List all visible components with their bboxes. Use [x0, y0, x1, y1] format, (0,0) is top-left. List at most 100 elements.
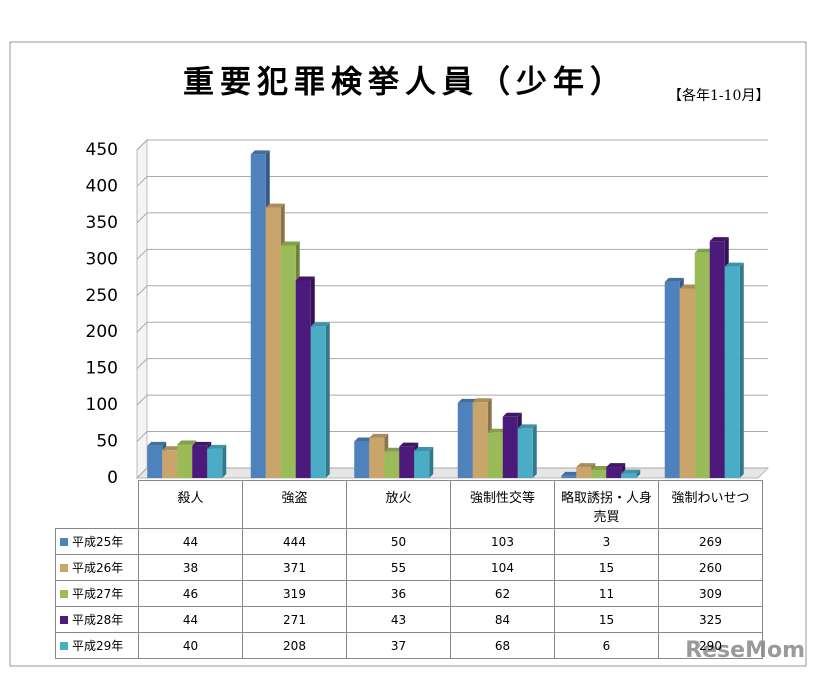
- legend-swatch: [60, 642, 68, 650]
- bar: [369, 437, 385, 478]
- bar: [310, 326, 326, 478]
- bar-top: [709, 237, 729, 242]
- table-row: 平成25年 44 444 50 103 3 269: [55, 528, 763, 555]
- y-tick-label: 100: [86, 395, 118, 415]
- value-cell: 68: [450, 632, 555, 659]
- legend-swatch: [60, 590, 68, 598]
- bar: [265, 207, 281, 479]
- bar-top: [472, 398, 492, 403]
- y-tick-label: 150: [86, 359, 118, 379]
- y-tick-label: 300: [86, 249, 118, 269]
- value-cell: 371: [242, 554, 347, 581]
- y-tick-label: 250: [86, 286, 118, 306]
- y-tick-label: 0: [107, 468, 118, 488]
- grid-line: [136, 467, 768, 479]
- value-cell: 44: [138, 606, 243, 633]
- value-cell: 208: [242, 632, 347, 659]
- x-tick-label: 強制性交等: [450, 480, 555, 529]
- grid-line: [136, 285, 768, 297]
- table-row: 平成29年 40 208 37 68 6 290: [55, 632, 763, 659]
- value-cell: 55: [346, 554, 451, 581]
- bar-top: [207, 444, 227, 449]
- x-tick-label: 放火: [346, 480, 451, 529]
- table-header-row: 殺人 強盗 放火 強制性交等 略取誘拐・人身売買 強制わいせつ: [56, 480, 763, 529]
- grid-line: [136, 248, 768, 260]
- value-cell: 325: [658, 606, 763, 633]
- bar-top: [664, 277, 684, 282]
- value-cell: 319: [242, 580, 347, 607]
- bar: [399, 446, 415, 478]
- value-cell: 104: [450, 554, 555, 581]
- y-tick-label: 50: [96, 432, 118, 452]
- bar-top: [606, 463, 626, 468]
- bar-side: [532, 424, 537, 478]
- value-cell: 43: [346, 606, 451, 633]
- legend-entry: 平成27年: [55, 580, 139, 607]
- legend-swatch: [60, 616, 68, 624]
- bar-top: [192, 441, 212, 446]
- bar-top: [399, 442, 419, 447]
- bar-side: [636, 469, 641, 478]
- bar: [280, 245, 296, 478]
- value-cell: 15: [554, 554, 659, 581]
- bar: [384, 451, 400, 478]
- bar-top: [414, 447, 434, 452]
- value-cell: 444: [242, 528, 347, 555]
- bar-side: [325, 322, 330, 478]
- bar: [606, 467, 622, 478]
- grid-line: [136, 358, 768, 370]
- table-row: 平成26年 38 371 55 104 15 260: [55, 554, 763, 581]
- bar-top: [517, 424, 537, 429]
- bar: [679, 288, 695, 478]
- value-cell: 271: [242, 606, 347, 633]
- bar: [561, 475, 577, 478]
- bar-top: [310, 322, 330, 327]
- bar-top: [561, 471, 581, 476]
- value-cell: 103: [450, 528, 555, 555]
- grid-line: [136, 394, 768, 406]
- legend-label: 平成29年: [72, 639, 124, 653]
- bar: [472, 402, 488, 478]
- bar-top: [694, 248, 714, 253]
- bar-top: [369, 433, 389, 438]
- bar-top: [591, 465, 611, 470]
- bar: [457, 402, 473, 478]
- bar-top: [250, 150, 270, 155]
- bar: [591, 469, 607, 478]
- legend-swatch: [60, 564, 68, 572]
- y-tick-label: 350: [86, 213, 118, 233]
- value-cell: 309: [658, 580, 763, 607]
- bar-top: [280, 241, 300, 246]
- bar: [177, 444, 193, 478]
- bar: [354, 441, 370, 478]
- value-cell: 36: [346, 580, 451, 607]
- value-cell: 37: [346, 632, 451, 659]
- back-wall: [136, 138, 148, 480]
- bar-side: [222, 444, 227, 478]
- legend-entry: 平成29年: [55, 632, 139, 659]
- bar-side: [429, 447, 434, 478]
- bar: [147, 445, 163, 478]
- bar-top: [457, 398, 477, 403]
- bar: [295, 280, 311, 478]
- bar: [414, 451, 430, 478]
- bar-top: [384, 447, 404, 452]
- bar-top: [354, 437, 374, 442]
- x-tick-label: 強盗: [242, 480, 347, 529]
- bar: [694, 252, 710, 478]
- value-cell: 84: [450, 606, 555, 633]
- y-tick-label: 200: [86, 322, 118, 342]
- value-cell: 62: [450, 580, 555, 607]
- legend-swatch: [60, 538, 68, 546]
- value-cell: 44: [138, 528, 243, 555]
- bar-top: [621, 469, 641, 474]
- table-row: 平成27年 46 319 36 62 11 309: [55, 580, 763, 607]
- legend-label: 平成28年: [72, 613, 124, 627]
- value-cell: 15: [554, 606, 659, 633]
- bar: [250, 154, 266, 478]
- grid-line: [136, 321, 768, 333]
- bar-top: [724, 262, 744, 267]
- bar-top: [295, 276, 315, 281]
- bar: [709, 241, 725, 478]
